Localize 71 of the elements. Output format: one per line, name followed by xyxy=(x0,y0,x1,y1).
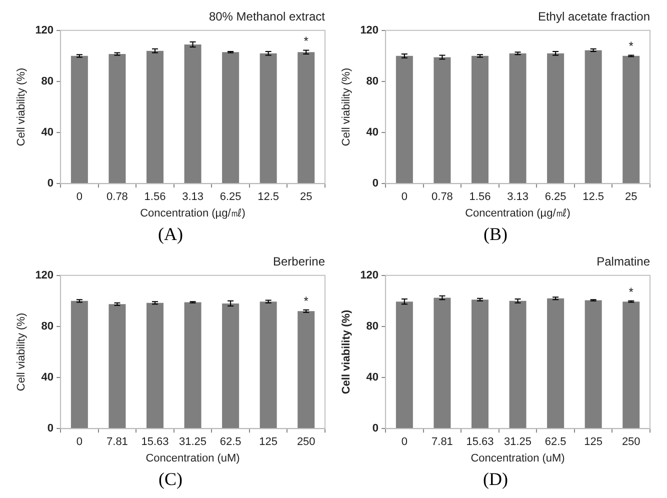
y-tick-label: 120 xyxy=(34,269,54,282)
x-tick-label: 125 xyxy=(258,436,278,448)
x-tick-label: 31.25 xyxy=(504,436,532,448)
y-tick-label: 0 xyxy=(46,422,54,435)
x-tick-label: 7.81 xyxy=(431,436,452,448)
chart-title: 80% Methanol extract xyxy=(208,10,326,24)
x-axis-title: Concentration (uM) xyxy=(470,452,564,464)
x-tick-label: 12.5 xyxy=(257,191,279,204)
y-tick-label: 120 xyxy=(34,24,54,36)
x-tick-label: 250 xyxy=(621,436,640,448)
bar xyxy=(433,57,450,184)
x-tick-label: 15.63 xyxy=(140,436,168,448)
x-tick-label: 3.13 xyxy=(506,191,528,204)
x-tick-label: 12.5 xyxy=(582,191,604,204)
annotation: * xyxy=(628,38,634,53)
x-tick-label: 125 xyxy=(584,436,602,448)
y-tick-label: 80 xyxy=(40,76,54,88)
x-tick-label: 62.5 xyxy=(219,436,241,448)
x-tick-label: 1.56 xyxy=(144,191,166,204)
x-tick-label: 0.78 xyxy=(106,191,128,204)
y-axis-title: Cell viability (%) xyxy=(340,309,352,394)
annotation: * xyxy=(303,294,308,308)
chart-title: Ethyl acetate fraction xyxy=(537,10,650,24)
x-tick-label: 250 xyxy=(296,436,315,448)
bar xyxy=(622,56,640,184)
x-tick-label: 0 xyxy=(76,436,82,448)
y-axis-title: Cell viability (%) xyxy=(15,312,28,392)
x-tick-label: 6.25 xyxy=(544,191,566,204)
text: (D) xyxy=(483,469,508,490)
x-tick-label: 0 xyxy=(400,436,408,448)
x-tick-label: 1.56 xyxy=(468,191,490,204)
y-tick-label: 0 xyxy=(372,178,378,190)
y-tick-label: 80 xyxy=(366,320,378,332)
x-axis-title: Concentration (uM) xyxy=(145,452,240,464)
x-tick-label: 0 xyxy=(400,191,408,204)
text: (A) xyxy=(158,224,183,245)
text: (B) xyxy=(484,224,508,245)
y-tick-label: 40 xyxy=(40,126,54,139)
x-tick-label: 3.13 xyxy=(182,191,203,204)
bar xyxy=(546,53,564,184)
annotation: * xyxy=(303,34,308,48)
chart-title: Palmatine xyxy=(596,254,650,269)
y-tick-label: 40 xyxy=(366,126,378,139)
x-tick-label: 7.81 xyxy=(106,436,128,448)
x-tick-label: 62.5 xyxy=(544,436,566,448)
y-tick-label: 80 xyxy=(366,76,378,88)
y-axis-title: Cell viability (%) xyxy=(15,68,28,146)
bar xyxy=(508,53,526,184)
y-tick-label: 80 xyxy=(40,320,54,332)
chart-title: Berberine xyxy=(272,254,325,269)
bar xyxy=(471,56,488,184)
x-tick-label: 25 xyxy=(299,191,312,204)
x-tick-label: 15.63 xyxy=(466,436,494,448)
bar xyxy=(584,50,602,184)
x-axis-title: Concentration (µg/㎖) xyxy=(464,207,570,220)
x-tick-label: 0.78 xyxy=(431,191,452,204)
y-tick-label: 0 xyxy=(372,422,378,435)
y-tick-label: 0 xyxy=(46,178,54,190)
y-tick-label: 40 xyxy=(40,372,54,384)
x-tick-label: 25 xyxy=(624,191,637,204)
text: (C) xyxy=(158,469,182,490)
x-tick-label: 6.25 xyxy=(219,191,241,204)
y-tick-label: 120 xyxy=(360,269,378,282)
bar xyxy=(395,56,412,184)
x-axis-title: Concentration (µg/㎖) xyxy=(140,207,245,220)
x-tick-label: 31.25 xyxy=(178,436,206,448)
y-tick-label: 40 xyxy=(366,372,378,384)
x-tick-label: 0 xyxy=(76,191,82,204)
annotation: * xyxy=(628,285,634,300)
y-axis-title: Cell viability (%) xyxy=(340,68,352,146)
y-tick-label: 120 xyxy=(360,24,378,36)
